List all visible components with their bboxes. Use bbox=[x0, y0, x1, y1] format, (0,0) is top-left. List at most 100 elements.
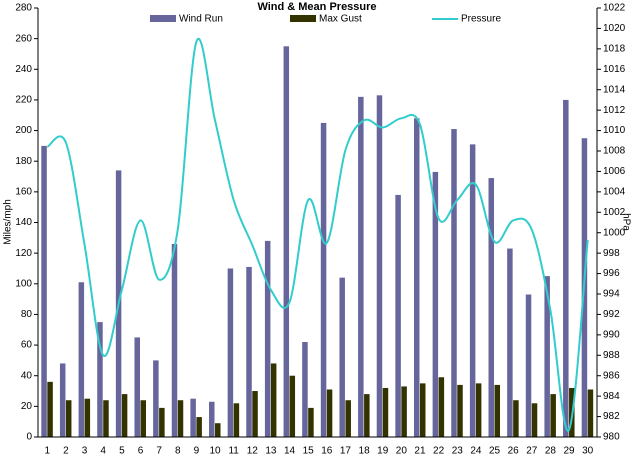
bar bbox=[270, 363, 277, 437]
bar bbox=[401, 386, 407, 437]
bar bbox=[171, 243, 178, 437]
bar bbox=[196, 417, 202, 437]
x-tick-label: 7 bbox=[156, 446, 162, 457]
pressure-line bbox=[46, 37, 589, 432]
bar bbox=[97, 322, 103, 437]
legend-label: Wind Run bbox=[179, 14, 223, 25]
bar bbox=[507, 248, 513, 437]
bar bbox=[364, 394, 370, 437]
bar bbox=[41, 145, 47, 437]
y-tick-label: 200 bbox=[15, 125, 32, 136]
x-tick-label: 26 bbox=[508, 446, 520, 457]
bar bbox=[419, 383, 426, 437]
x-tick-label: 14 bbox=[284, 446, 296, 457]
x-tick-label: 5 bbox=[119, 446, 125, 457]
bar bbox=[177, 400, 184, 437]
bar bbox=[59, 363, 66, 437]
bar bbox=[252, 391, 258, 437]
x-tick-label: 28 bbox=[545, 446, 557, 457]
bar bbox=[525, 294, 532, 437]
x-tick-label: 10 bbox=[209, 446, 221, 457]
y-axis-title: Miles/mph bbox=[3, 199, 14, 245]
y-tick-label: 240 bbox=[15, 64, 32, 75]
y2-tick-label: 996 bbox=[603, 268, 620, 279]
x-tick-label: 4 bbox=[100, 446, 106, 457]
legend-label: Pressure bbox=[461, 14, 501, 25]
y2-axis-title: hPa bbox=[620, 213, 631, 231]
x-tick-label: 21 bbox=[414, 446, 426, 457]
bar bbox=[413, 118, 420, 438]
x-tick-label: 8 bbox=[175, 446, 181, 457]
chart-title: Wind & Mean Pressure bbox=[257, 1, 376, 13]
bar bbox=[264, 240, 271, 437]
y-tick-label: 0 bbox=[26, 432, 32, 443]
bar bbox=[432, 171, 439, 438]
bar bbox=[153, 360, 159, 437]
y2-tick-label: 1012 bbox=[603, 105, 626, 116]
y2-tick-label: 1022 bbox=[603, 3, 626, 14]
bar bbox=[469, 144, 476, 437]
y-tick-label: 220 bbox=[15, 95, 32, 106]
x-tick-label: 1 bbox=[45, 446, 51, 457]
bar bbox=[358, 96, 364, 437]
y2-tick-label: 994 bbox=[603, 289, 620, 300]
bar bbox=[345, 400, 351, 437]
bar bbox=[227, 268, 234, 437]
bar bbox=[320, 122, 327, 438]
x-tick-label: 9 bbox=[194, 446, 200, 457]
y2-tick-label: 1000 bbox=[603, 227, 626, 238]
y2-tick-label: 982 bbox=[603, 411, 620, 422]
y2-tick-label: 1010 bbox=[603, 125, 626, 136]
bar bbox=[513, 400, 519, 437]
bar bbox=[550, 394, 556, 437]
x-tick-label: 11 bbox=[228, 446, 239, 457]
x-tick-label: 17 bbox=[340, 446, 352, 457]
bar bbox=[308, 407, 314, 437]
bar bbox=[84, 398, 91, 437]
y2-tick-label: 986 bbox=[603, 370, 620, 381]
y2-tick-label: 988 bbox=[603, 350, 620, 361]
x-tick-label: 12 bbox=[247, 446, 259, 457]
y2-tick-label: 984 bbox=[603, 391, 620, 402]
legend-swatch bbox=[150, 15, 176, 22]
bar bbox=[376, 95, 383, 437]
bar bbox=[134, 337, 140, 437]
y-tick-label: 80 bbox=[21, 309, 33, 320]
bar bbox=[339, 277, 345, 437]
x-tick-label: 29 bbox=[563, 446, 575, 457]
bar bbox=[395, 194, 401, 437]
bar bbox=[451, 129, 457, 437]
x-tick-label: 24 bbox=[470, 446, 482, 457]
bar bbox=[587, 389, 594, 437]
x-tick-label: 13 bbox=[265, 446, 277, 457]
bar bbox=[103, 400, 109, 437]
bar bbox=[159, 407, 165, 437]
x-tick-label: 3 bbox=[82, 446, 88, 457]
bar bbox=[563, 99, 569, 437]
bar bbox=[382, 387, 389, 437]
y-tick-label: 120 bbox=[15, 248, 32, 259]
y2-tick-label: 1006 bbox=[603, 166, 626, 177]
bar bbox=[65, 400, 72, 437]
bar bbox=[302, 342, 308, 437]
y2-tick-label: 1002 bbox=[603, 207, 626, 218]
y2-tick-label: 1018 bbox=[603, 43, 626, 54]
x-tick-label: 15 bbox=[303, 446, 315, 457]
y2-tick-label: 1016 bbox=[603, 64, 626, 75]
y-tick-label: 180 bbox=[15, 156, 32, 167]
y2-tick-label: 1008 bbox=[603, 146, 626, 157]
y2-tick-label: 992 bbox=[603, 309, 620, 320]
y2-tick-label: 1014 bbox=[603, 84, 626, 95]
bar bbox=[457, 384, 463, 437]
x-tick-label: 27 bbox=[526, 446, 538, 457]
x-tick-label: 6 bbox=[138, 446, 144, 457]
y2-tick-label: 998 bbox=[603, 248, 620, 259]
x-tick-label: 23 bbox=[452, 446, 464, 457]
y-tick-label: 280 bbox=[15, 3, 32, 14]
x-tick-label: 20 bbox=[396, 446, 408, 457]
x-tick-label: 19 bbox=[377, 446, 389, 457]
x-tick-label: 18 bbox=[359, 446, 371, 457]
bar bbox=[283, 46, 290, 438]
bar bbox=[121, 394, 128, 437]
